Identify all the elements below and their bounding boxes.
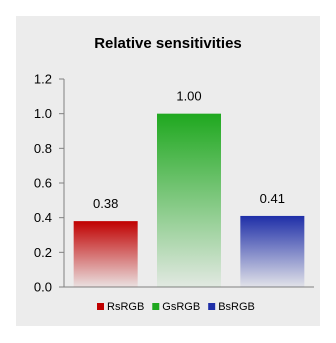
legend-swatch-rsrgb: [97, 303, 104, 310]
legend-label-bsrgb: BsRGB: [218, 301, 255, 313]
y-tick-label: 0.0: [34, 280, 52, 295]
bar-rsrgb: [73, 221, 138, 287]
legend: RsRGB GsRGB BsRGB: [97, 301, 255, 313]
data-labels: 0.38 1.00 0.41: [93, 89, 285, 211]
y-tick-label: 0.4: [34, 210, 52, 225]
bar-bsrgb: [240, 215, 305, 287]
data-label-gsrgb: 1.00: [176, 89, 201, 104]
legend-swatch-bsrgb: [208, 303, 216, 310]
chart-title: Relative sensitivities: [94, 35, 242, 52]
y-tick-label: 0.8: [34, 141, 52, 156]
legend-label-rsrgb: RsRGB: [107, 301, 144, 313]
y-axis: 0.0 0.2 0.4 0.6 0.8 1.0 1.2: [34, 72, 314, 295]
bar-series: [73, 113, 305, 288]
y-tick-label: 0.2: [34, 245, 52, 260]
data-label-bsrgb: 0.41: [260, 191, 285, 206]
y-tick-label: 1.0: [34, 106, 52, 121]
legend-label-gsrgb: GsRGB: [162, 301, 200, 313]
bar-gsrgb: [157, 113, 221, 288]
y-tick-label: 0.6: [34, 176, 52, 191]
data-label-rsrgb: 0.38: [93, 196, 118, 211]
y-tick-label: 1.2: [34, 72, 52, 87]
legend-swatch-gsrgb: [152, 303, 160, 310]
